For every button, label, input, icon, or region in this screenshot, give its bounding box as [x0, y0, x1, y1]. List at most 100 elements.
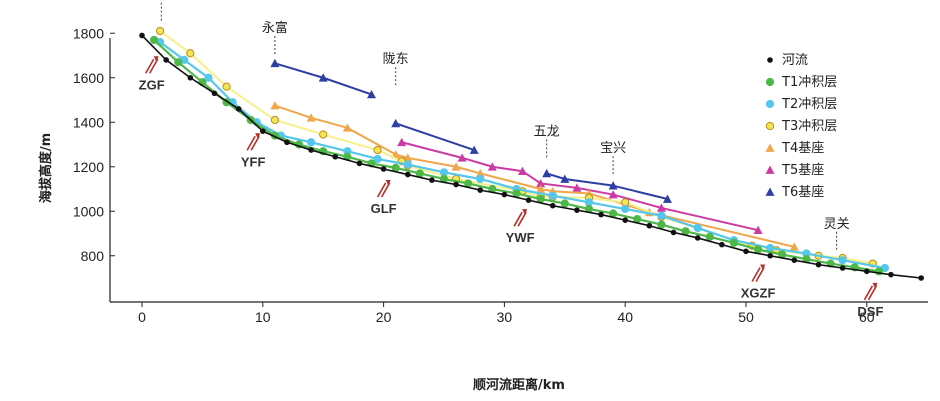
point-t2-15	[621, 204, 630, 214]
place-label-2: 陇东	[383, 52, 409, 67]
point-t3-13	[621, 198, 630, 207]
axes: 800 1000 1200 1400 1600 1800 0 10 20 30 40 50 60	[73, 25, 928, 325]
fault-label-5: DSF	[857, 304, 883, 319]
x-tick-label-0: 0	[138, 309, 146, 325]
fault-arrow-head-5	[872, 282, 878, 289]
fault-arrow-head-4	[760, 264, 766, 271]
x-tick-label-10: 10	[255, 309, 271, 325]
point-river-21	[646, 222, 653, 229]
point-river-8	[332, 153, 339, 160]
point-river-18	[574, 207, 580, 213]
point-river-9	[356, 160, 363, 167]
point-river-28	[815, 261, 822, 268]
point-river-11	[404, 171, 411, 178]
fault-arrow-head-1	[255, 133, 261, 140]
fault-label-2: GLF	[371, 201, 397, 216]
legend-label-0: 河流	[782, 53, 808, 68]
fault-label-3: YWF	[506, 230, 535, 245]
fault-arrow-a-0	[144, 58, 155, 74]
point-t5-5	[572, 183, 582, 192]
legend-item-6: T6基座	[765, 185, 824, 200]
legend-item-0: 河流	[767, 53, 808, 68]
fault-arrow-b-1	[250, 135, 260, 151]
legend-label-6: T6基座	[781, 185, 824, 200]
place-label-3: 五龙	[534, 124, 560, 139]
point-t4-1	[306, 113, 316, 122]
point-t4-5	[451, 162, 461, 171]
point-t4-0	[270, 101, 280, 110]
point-t4-3	[391, 150, 401, 159]
point-river-1	[163, 57, 169, 63]
point-t3-2	[222, 82, 231, 91]
point-t1-21	[657, 220, 666, 229]
annotations: 中岗永富陇东五龙宝兴灵关 ZGF YFF GLF YWF XGZF DSF	[139, 0, 884, 319]
series-t6c	[542, 168, 672, 203]
fault-3: YWF	[506, 209, 535, 245]
fault-arrow-a-4	[751, 267, 761, 282]
legend: 河流 T1冲积层 T2冲积层 T3冲积层 T4基座 T5基座 T6基座	[765, 53, 837, 200]
y-tick-label-800: 800	[81, 248, 105, 264]
point-t1-24	[729, 238, 739, 247]
point-river-26	[767, 252, 773, 259]
series-t6a	[270, 58, 377, 99]
legend-label-1: T1冲积层	[781, 75, 837, 90]
point-t5-1	[457, 153, 467, 162]
y-tick-label-1800: 1800	[73, 25, 104, 41]
point-river-13	[453, 181, 459, 188]
point-t2-22	[880, 263, 890, 273]
point-river-17	[549, 202, 556, 209]
point-river-31	[888, 271, 894, 278]
place-label-1: 永富	[262, 20, 288, 36]
point-t2-14	[584, 198, 594, 207]
series-line-t6b	[395, 122, 475, 152]
legend-label-5: T5基座	[781, 163, 824, 178]
point-river-30	[864, 268, 870, 275]
place-label-4: 宝兴	[600, 141, 626, 156]
series-line-t3	[159, 30, 874, 265]
point-river-2	[187, 74, 194, 81]
point-river-4	[235, 106, 242, 112]
point-t6a-2	[367, 89, 377, 99]
point-river-12	[429, 177, 435, 183]
point-river-29	[839, 265, 846, 271]
point-t5-0	[397, 137, 407, 147]
legend-label-4: T4基座	[781, 141, 824, 156]
legend-item-4: T4基座	[765, 141, 824, 156]
point-t6c-3	[662, 194, 672, 203]
x-tick-label-50: 50	[738, 309, 754, 325]
x-tick-label-30: 30	[497, 309, 513, 325]
x-tick-label-20: 20	[376, 309, 392, 325]
point-t4-7	[536, 184, 546, 193]
point-t1-0	[149, 35, 159, 45]
point-t6b-0	[391, 118, 401, 128]
point-t6c-2	[608, 181, 618, 190]
y-tick-label-1600: 1600	[73, 70, 104, 86]
fault-label-0: ZGF	[139, 77, 165, 92]
point-river-5	[260, 128, 266, 134]
point-t2-13	[548, 191, 557, 200]
legend-marker-5	[765, 165, 775, 174]
point-t2-17	[693, 223, 702, 233]
fault-arrow-head-0	[153, 56, 159, 63]
legend-item-2: T2冲积层	[765, 97, 837, 112]
point-river-3	[211, 90, 218, 97]
point-t1-1	[174, 58, 183, 67]
x-tick-label-60: 60	[859, 309, 875, 325]
point-t6c-1	[560, 174, 570, 183]
fault-arrow-a-5	[863, 285, 874, 301]
y-axis-title: 海拔高度/m	[38, 133, 54, 203]
point-river-14	[477, 187, 484, 193]
fault-label-1: YFF	[241, 154, 266, 169]
point-t6a-0	[270, 58, 280, 68]
point-river-27	[791, 257, 798, 264]
x-axis-title: 顺河流距离/km	[473, 377, 565, 393]
point-t1-23	[705, 232, 714, 241]
y-tick-label-1000: 1000	[73, 203, 104, 219]
point-t2-6	[307, 138, 316, 147]
place-label-5: 灵关	[824, 217, 850, 232]
legend-marker-1	[765, 77, 775, 87]
point-t2-16	[657, 211, 666, 220]
point-t1-25	[753, 245, 763, 254]
fault-arrow-a-2	[376, 182, 387, 198]
point-t2-10	[439, 168, 449, 177]
